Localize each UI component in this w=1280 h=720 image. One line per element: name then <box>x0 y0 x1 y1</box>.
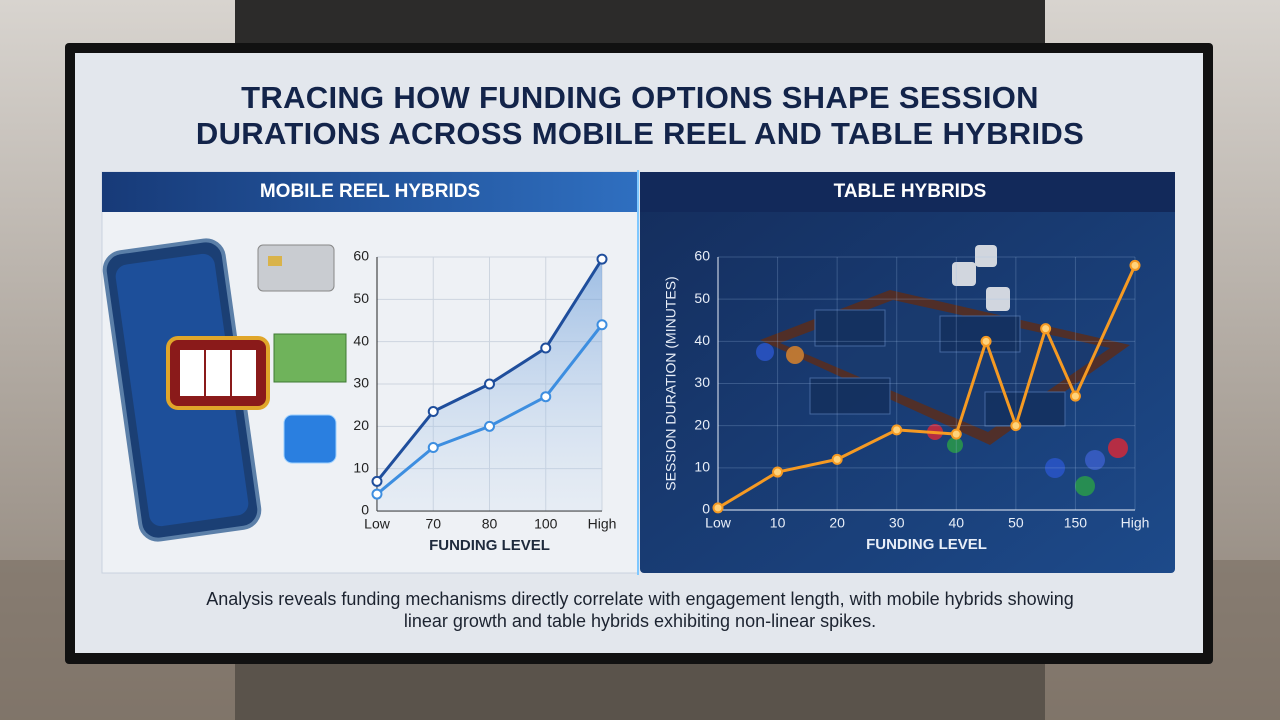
point <box>540 391 552 403</box>
point <box>596 253 608 265</box>
page-title: TRACING HOW FUNDING OPTIONS SHAPE SESSIO… <box>195 80 1085 151</box>
y-tick-label: 40 <box>694 332 710 348</box>
point <box>540 342 552 354</box>
y-axis-label: SESSION DURATION (MINUTES) <box>663 276 679 490</box>
y-tick-label: 60 <box>694 248 710 264</box>
point <box>831 453 843 465</box>
point <box>1040 323 1052 335</box>
panel-left-header <box>102 172 638 212</box>
y-tick-label: 50 <box>694 290 710 306</box>
caption: Analysis reveals funding mechanisms dire… <box>206 589 1074 631</box>
x-tick-label: High <box>1121 515 1150 531</box>
x-axis-label: FUNDING LEVEL <box>866 536 987 553</box>
x-tick-label: 20 <box>829 515 845 531</box>
x-tick-label: 150 <box>1064 515 1088 531</box>
panel-title: TABLE HYBRIDS <box>834 181 987 202</box>
y-tick-label: 0 <box>361 502 369 518</box>
x-tick-label: 80 <box>482 516 498 532</box>
point <box>980 335 992 347</box>
point <box>596 319 608 331</box>
y-tick-label: 40 <box>353 332 369 348</box>
point <box>427 406 439 418</box>
point <box>891 424 903 436</box>
panel-title: MOBILE REEL HYBRIDS <box>260 181 480 202</box>
point <box>1129 259 1141 271</box>
y-tick-label: 20 <box>694 416 710 432</box>
x-tick-label: 30 <box>889 515 905 531</box>
y-tick-label: 0 <box>702 501 710 517</box>
line <box>717 264 1137 510</box>
x-tick-label: 100 <box>534 516 558 532</box>
x-tick-label: 40 <box>948 515 964 531</box>
point <box>950 428 962 440</box>
point <box>484 420 495 432</box>
y-tick-label: 30 <box>694 374 710 390</box>
phone-illustration <box>102 238 347 542</box>
point <box>371 475 383 487</box>
y-tick-label: 10 <box>353 459 369 475</box>
y-tick-label: 60 <box>353 248 369 264</box>
x-tick-label: High <box>588 516 617 532</box>
panel-right-header <box>640 172 1175 212</box>
point <box>772 466 784 478</box>
x-tick-label: 10 <box>770 515 786 531</box>
point <box>427 442 439 453</box>
point <box>484 378 495 390</box>
y-tick-label: 20 <box>353 417 369 433</box>
point <box>371 488 383 500</box>
y-tick-label: 30 <box>353 375 369 391</box>
x-tick-label: Low <box>705 515 732 531</box>
x-tick-label: 50 <box>1008 515 1024 531</box>
point <box>1010 420 1022 432</box>
table-illustration <box>756 245 1130 496</box>
y-tick-label: 10 <box>694 459 710 475</box>
x-axis-label: FUNDING LEVEL <box>429 537 550 554</box>
x-tick-label: 70 <box>425 516 441 532</box>
y-tick-label: 50 <box>353 290 369 306</box>
point <box>1069 390 1081 402</box>
x-tick-label: Low <box>364 516 391 532</box>
point <box>712 502 724 514</box>
